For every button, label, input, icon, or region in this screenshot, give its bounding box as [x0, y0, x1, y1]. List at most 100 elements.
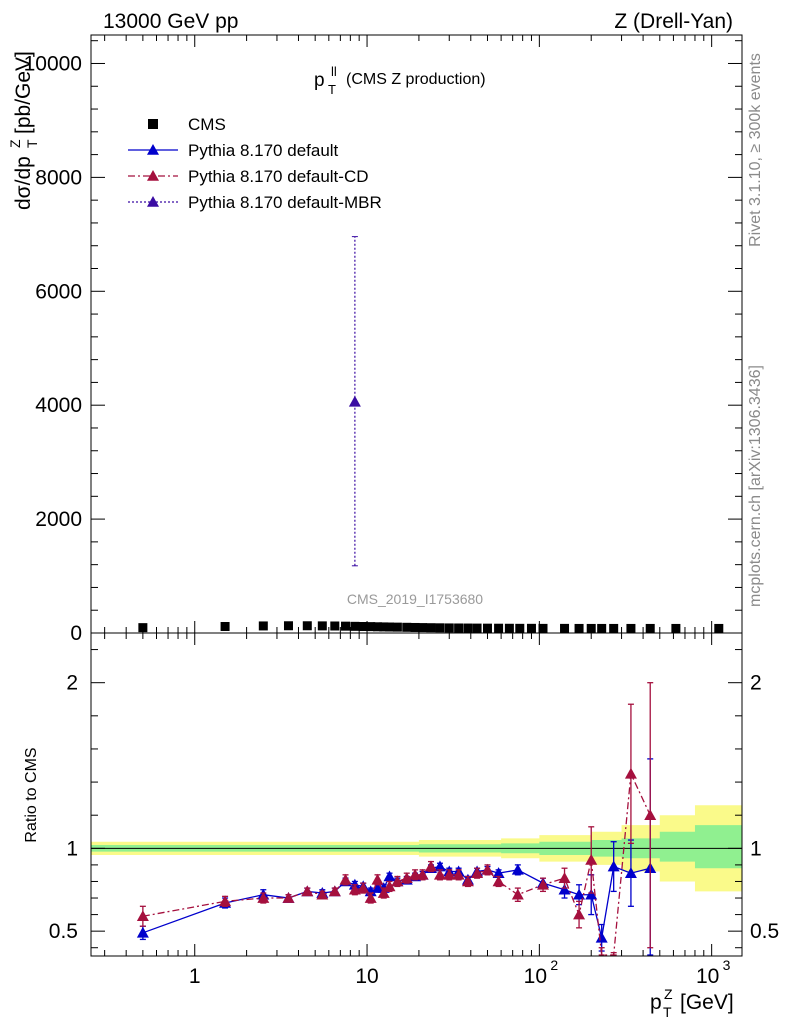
- cms-data-point: [515, 623, 525, 633]
- cms-data-point: [392, 622, 402, 632]
- ratio-panel: 1 10 10 2 10 30.5 0.51 12 2: [49, 633, 779, 988]
- ratio-point-default: [433, 860, 446, 872]
- cms-data-point: [538, 623, 548, 633]
- header-left: 13000 GeV pp: [103, 10, 238, 33]
- ratio-point-default: [511, 863, 524, 875]
- cms-data-point: [671, 623, 681, 633]
- cms-data-point: [597, 623, 607, 633]
- svg-text:dσ/dp: dσ/dp: [12, 156, 35, 210]
- cms-data-point: [435, 623, 445, 633]
- ratio-point-cd: [471, 867, 484, 878]
- ratio-point-cd: [461, 875, 474, 887]
- ratio-point-cd: [585, 853, 598, 865]
- x-tick-label-exp: 2: [550, 957, 558, 973]
- x-tick-label-exp: 3: [723, 957, 731, 973]
- cms-data-point: [283, 621, 293, 631]
- cms-data-point: [444, 623, 454, 633]
- ratio-point-cd: [328, 885, 341, 897]
- cms-data-point: [366, 622, 376, 632]
- x-tick-label: 1: [189, 965, 201, 988]
- cms-data-point: [645, 623, 655, 633]
- y-tick-label-ratio-right: 0.5: [750, 920, 779, 943]
- legend-label: Pythia 8.170 default-CD: [188, 167, 369, 186]
- svg-text:ll: ll: [331, 64, 337, 79]
- ratio-frame: [90, 632, 743, 957]
- svg-text:[GeV]: [GeV]: [680, 991, 734, 1014]
- cms-data-point: [317, 621, 327, 631]
- legend-label: Pythia 8.170 default: [188, 141, 339, 160]
- legend-marker-triangle: [147, 196, 159, 207]
- ratio-point-cd: [377, 887, 390, 898]
- ratio-point-cd: [301, 885, 314, 897]
- main-panel: 0 2000 4000 6000 8000 10000: [24, 35, 742, 645]
- svg-text:T: T: [663, 1004, 672, 1020]
- svg-text:T: T: [328, 82, 336, 97]
- svg-text:T: T: [24, 139, 40, 148]
- ratio-point-cd: [257, 892, 270, 903]
- ratio-point-cd: [400, 872, 413, 883]
- ratio-point-default: [585, 888, 598, 900]
- legend-marker-triangle: [147, 170, 159, 181]
- cms-data-point: [586, 623, 596, 633]
- cms-data-point: [138, 623, 148, 633]
- mbr-data-point: [348, 395, 361, 407]
- chart-title: p T ll (CMS Z production): [314, 64, 486, 97]
- y-tick-label-main: 0: [70, 622, 82, 645]
- ratio-point-default: [573, 888, 586, 900]
- ratio-point-cd: [371, 873, 384, 885]
- legend-marker-triangle: [147, 144, 159, 155]
- cms-data-point: [560, 623, 570, 633]
- mcplots-label: mcplots.cern.ch [arXiv:1306.3436]: [747, 365, 764, 607]
- cms-data-point: [410, 622, 420, 632]
- ratio-point-cd: [364, 892, 377, 903]
- y-tick-label-ratio: 0.5: [49, 920, 78, 943]
- ratio-point-cd: [492, 875, 505, 887]
- cms-data-point: [350, 621, 360, 631]
- cms-data-point: [330, 621, 340, 631]
- svg-text:Z: Z: [7, 139, 23, 148]
- cms-data-point: [302, 621, 312, 631]
- x-tick-label: 10: [524, 965, 547, 988]
- y-tick-label-main: 8000: [35, 166, 82, 189]
- ratio-point-cd: [424, 860, 437, 872]
- y-tick-label-main: 6000: [35, 280, 82, 303]
- x-tick-label: 10: [355, 965, 378, 988]
- ratio-point-cd: [624, 767, 637, 779]
- cms-data-point: [454, 623, 464, 633]
- cms-data-point: [402, 622, 412, 632]
- ratio-point-cd: [357, 882, 370, 893]
- ratio-band-inner: [91, 825, 742, 869]
- cms-data-point: [609, 623, 619, 633]
- ratio-point-default: [383, 870, 396, 882]
- ratio-point-cd: [136, 910, 149, 922]
- cms-data-point: [426, 623, 436, 633]
- ratio-point-cd: [644, 809, 657, 821]
- ratio-point-default: [492, 867, 505, 878]
- y-tick-label-main: 2000: [35, 508, 82, 531]
- legend: CMS Pythia 8.170 default Pythia 8.170 defa…: [128, 115, 382, 212]
- legend-marker-square: [148, 119, 158, 129]
- ratio-point-cd: [219, 895, 232, 907]
- svg-text:p: p: [314, 70, 325, 91]
- svg-text:p: p: [650, 991, 662, 1014]
- ratio-point-cd: [558, 872, 571, 883]
- y-tick-label-ratio-right: 2: [750, 672, 762, 695]
- ratio-line-cd: [142, 771, 651, 956]
- svg-text:[pb/GeV]: [pb/GeV]: [12, 51, 35, 134]
- y-tick-label-main: 10000: [24, 52, 82, 75]
- y-tick-label-main: 4000: [35, 394, 82, 417]
- cms-data-point: [373, 622, 383, 632]
- cms-data-point: [714, 623, 724, 633]
- ratio-point-cd: [511, 888, 524, 900]
- cms-data-point: [626, 623, 636, 633]
- svg-text:Z: Z: [664, 986, 673, 1002]
- ratio-point-cd: [573, 908, 586, 920]
- cms-data-point: [258, 621, 268, 631]
- cms-data-point: [526, 623, 536, 633]
- ratio-point-cd: [537, 878, 550, 890]
- ratio-point-cd: [339, 873, 352, 885]
- cms-data-point: [463, 623, 473, 633]
- cms-data-point: [472, 623, 482, 633]
- ratio-point-cd: [481, 863, 494, 875]
